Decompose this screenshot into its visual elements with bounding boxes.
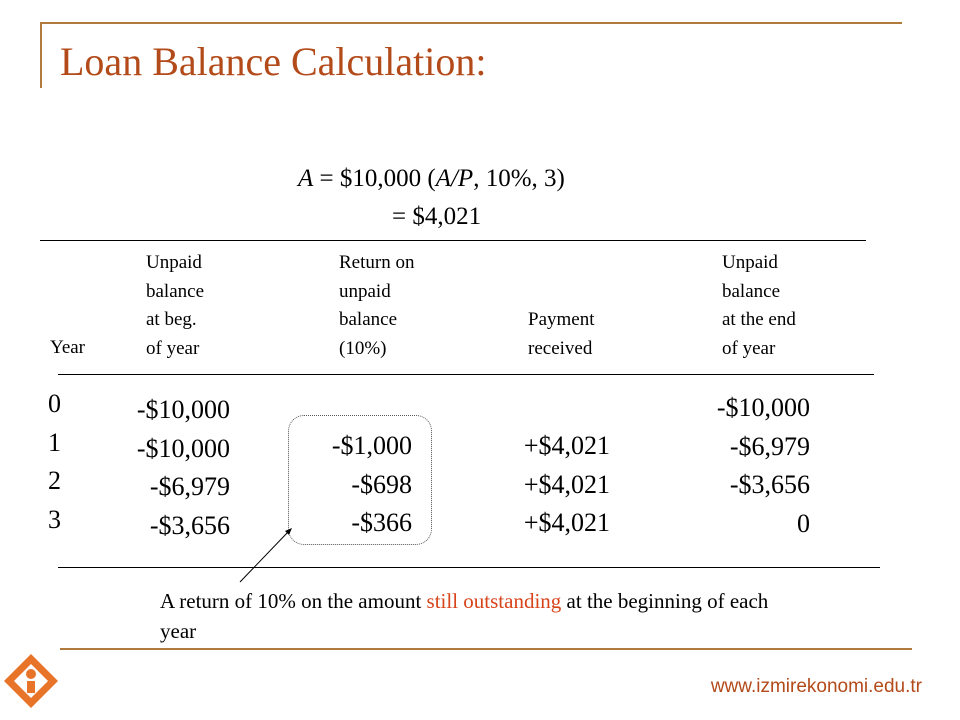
year-cell: 2 — [48, 466, 61, 495]
frame-top-rule — [40, 22, 902, 24]
formula-a: A — [298, 165, 314, 192]
unpaid-end-cell: 0 — [797, 508, 810, 538]
header-unpaid-end-line: of year — [722, 337, 776, 359]
header-unpaid-beg: Unpaid balance at beg. of year — [146, 249, 204, 363]
formula-part-1: = $10,000 ( — [313, 165, 436, 192]
annotation-note: A return of 10% on the amount still outs… — [160, 586, 800, 646]
formula-line-2: = $4,021 — [392, 203, 482, 230]
formula-ap: A/P — [435, 165, 474, 192]
footer-rule — [60, 648, 912, 650]
payment-cell: +$4,021 — [523, 508, 610, 537]
header-return-line: unpaid — [339, 280, 391, 302]
return-cell: -$698 — [351, 469, 412, 499]
note-text-pre: A return of 10% on the amount — [160, 589, 427, 613]
header-payment-line: received — [528, 337, 593, 359]
header-payment-line: Payment — [528, 309, 595, 330]
year-cell: 3 — [48, 504, 61, 534]
payment-cell: +$4,021 — [523, 431, 610, 460]
column-unpaid-beg: -$10,000 -$10,000 -$6,979 -$3,656 — [100, 391, 230, 545]
return-highlight-box — [288, 415, 432, 545]
unpaid-beg-cell: -$6,979 — [149, 472, 230, 501]
unpaid-end-cell: -$10,000 — [716, 393, 810, 422]
university-logo-icon — [4, 654, 58, 708]
column-payment: +$4,021 +$4,021 +$4,021 — [490, 427, 610, 543]
payment-cell: +$4,021 — [523, 469, 610, 499]
unpaid-beg-cell: -$3,656 — [149, 510, 230, 540]
header-unpaid-beg-line: Unpaid — [146, 252, 202, 273]
year-cell: 1 — [48, 427, 61, 457]
unpaid-beg-cell: -$10,000 — [136, 395, 230, 424]
note-highlight: still outstanding — [426, 589, 562, 613]
header-unpaid-beg-line: at beg. — [146, 309, 197, 330]
column-unpaid-end: -$10,000 -$6,979 -$3,656 0 — [680, 389, 810, 543]
column-year: 0 1 2 3 — [48, 385, 61, 539]
formula-part-2: , 10%, 3) — [473, 165, 565, 192]
table-bottom-rule — [58, 567, 880, 568]
header-unpaid-beg-line: balance — [146, 280, 205, 302]
return-cell: -$1,000 — [331, 431, 412, 460]
footer-url: www.izmirekonomi.edu.tr — [710, 676, 922, 697]
header-return-line: balance — [339, 309, 398, 330]
header-return-line: Return on — [339, 252, 415, 273]
table-header-rule — [58, 374, 874, 375]
header-return-line: (10%) — [339, 337, 387, 359]
header-year: Year — [50, 337, 86, 358]
table-top-rule — [40, 240, 866, 241]
return-cell: -$366 — [351, 508, 412, 537]
header-unpaid-end-line: Unpaid — [722, 252, 778, 273]
column-return: -$1,000 -$698 -$366 — [296, 427, 412, 543]
page-title: Loan Balance Calculation: — [60, 39, 487, 84]
unpaid-end-cell: -$3,656 — [729, 470, 810, 499]
header-return: Return on unpaid balance (10%) — [339, 249, 414, 363]
header-payment: Payment received — [528, 306, 595, 363]
formula-line-1: A = $10,000 (A/P, 10%, 3) — [298, 165, 565, 193]
header-unpaid-end: Unpaid balance at the end of year — [722, 249, 796, 363]
frame-left-rule — [40, 22, 42, 88]
note-text-post: at the beginning of each year — [160, 589, 769, 643]
unpaid-end-cell: -$6,979 — [729, 431, 810, 461]
header-unpaid-end-line: balance — [722, 280, 781, 302]
header-unpaid-end-line: at the end — [722, 309, 796, 330]
year-cell: 0 — [48, 389, 61, 418]
header-unpaid-beg-line: of year — [146, 337, 200, 359]
annotation-arrow-icon — [239, 528, 292, 583]
unpaid-beg-cell: -$10,000 — [136, 433, 230, 463]
